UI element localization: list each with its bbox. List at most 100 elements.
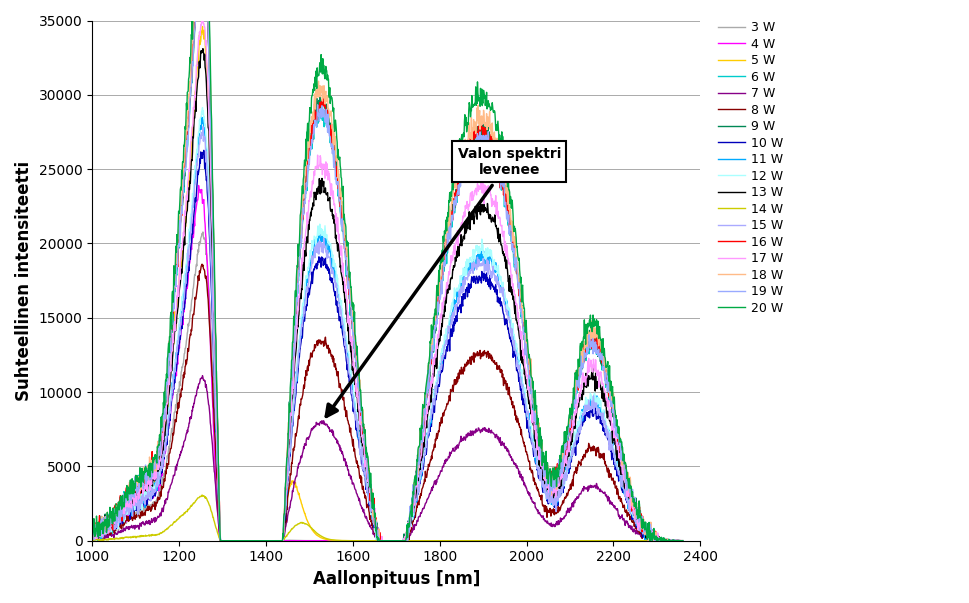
- 19 W: [492, 159, 504, 166]
- 4 W: [471, 537, 483, 545]
- 9 W: [90, 537, 102, 545]
- 19 W: [392, 537, 404, 545]
- 19 W: [86, 529, 98, 537]
- Line: 3 W: 3 W: [92, 232, 682, 541]
- 17 W: [188, 101, 200, 109]
- 18 W: [492, 159, 504, 166]
- 15 W: [315, 248, 327, 256]
- 10 W: [317, 262, 328, 269]
- 10 W: [188, 207, 200, 215]
- 16 W: [318, 100, 329, 107]
- 12 W: [197, 104, 208, 111]
- 9 W: [189, 22, 201, 30]
- Line: 10 W: 10 W: [92, 150, 682, 541]
- 13 W: [392, 537, 404, 545]
- 9 W: [315, 105, 327, 112]
- 3 W: [315, 537, 327, 545]
- Line: 9 W: 9 W: [92, 0, 682, 541]
- 8 W: [492, 365, 504, 373]
- 17 W: [318, 161, 329, 168]
- 3 W: [492, 537, 504, 545]
- 14 W: [676, 537, 688, 545]
- 3 W: [215, 537, 227, 545]
- Line: 19 W: 19 W: [92, 0, 682, 541]
- 5 W: [315, 534, 327, 541]
- Line: 17 W: 17 W: [92, 17, 682, 541]
- 5 W: [676, 537, 688, 545]
- 7 W: [86, 535, 98, 542]
- 3 W: [392, 537, 404, 545]
- 15 W: [392, 537, 404, 545]
- 5 W: [392, 537, 404, 545]
- 11 W: [676, 537, 688, 545]
- 11 W: [86, 530, 98, 537]
- 13 W: [215, 537, 227, 545]
- 18 W: [471, 104, 483, 112]
- 19 W: [315, 114, 327, 121]
- 8 W: [97, 537, 109, 545]
- 14 W: [471, 537, 483, 545]
- 13 W: [492, 238, 504, 245]
- 17 W: [471, 185, 483, 192]
- 16 W: [392, 537, 404, 545]
- Line: 11 W: 11 W: [92, 117, 682, 541]
- 18 W: [214, 537, 226, 545]
- 12 W: [189, 172, 201, 179]
- 17 W: [86, 533, 98, 540]
- 18 W: [392, 537, 404, 545]
- 19 W: [215, 537, 227, 545]
- 6 W: [392, 537, 404, 545]
- 8 W: [471, 350, 483, 358]
- 17 W: [392, 537, 404, 545]
- 4 W: [492, 537, 504, 545]
- 14 W: [318, 534, 329, 541]
- 7 W: [492, 437, 504, 444]
- 6 W: [189, 24, 201, 31]
- 12 W: [492, 270, 504, 277]
- 12 W: [90, 537, 102, 545]
- Legend: 3 W, 4 W, 5 W, 6 W, 7 W, 8 W, 9 W, 10 W, 11 W, 12 W, 13 W, 14 W, 15 W, 16 W, 17 : 3 W, 4 W, 5 W, 6 W, 7 W, 8 W, 9 W, 10 W,…: [712, 16, 788, 320]
- 11 W: [318, 238, 329, 245]
- 14 W: [492, 537, 504, 545]
- 16 W: [214, 537, 226, 545]
- 5 W: [197, 23, 208, 30]
- Line: 7 W: 7 W: [92, 376, 682, 541]
- 14 W: [188, 499, 200, 507]
- 16 W: [471, 129, 483, 136]
- 7 W: [392, 537, 404, 545]
- 19 W: [471, 137, 483, 144]
- 6 W: [92, 537, 104, 545]
- 12 W: [315, 232, 327, 239]
- 16 W: [676, 537, 688, 545]
- 10 W: [86, 537, 98, 545]
- 11 W: [214, 537, 226, 545]
- 7 W: [188, 400, 200, 407]
- 17 W: [214, 537, 226, 545]
- 11 W: [315, 233, 327, 241]
- 17 W: [676, 537, 688, 545]
- 7 W: [214, 537, 226, 545]
- Line: 16 W: 16 W: [92, 0, 682, 541]
- 7 W: [197, 372, 208, 379]
- 3 W: [86, 528, 98, 535]
- 15 W: [86, 533, 98, 540]
- 10 W: [470, 273, 482, 280]
- 14 W: [315, 532, 327, 540]
- 8 W: [315, 339, 327, 347]
- 8 W: [318, 343, 329, 350]
- 13 W: [86, 526, 98, 534]
- 6 W: [86, 530, 98, 537]
- Line: 6 W: 6 W: [92, 0, 682, 541]
- 15 W: [471, 263, 483, 270]
- 17 W: [197, 14, 208, 21]
- 14 W: [214, 537, 226, 545]
- 6 W: [676, 537, 688, 545]
- 20 W: [471, 100, 483, 107]
- 9 W: [318, 99, 329, 106]
- X-axis label: Aallonpituus [nm]: Aallonpituus [nm]: [312, 570, 480, 588]
- 16 W: [188, 28, 200, 36]
- 5 W: [86, 528, 98, 535]
- 14 W: [392, 537, 404, 545]
- 6 W: [318, 107, 329, 114]
- 10 W: [492, 298, 504, 305]
